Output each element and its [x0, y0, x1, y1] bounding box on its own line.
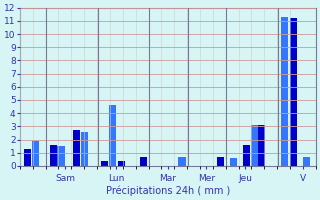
Bar — [118, 161, 125, 166]
Bar — [179, 157, 186, 166]
X-axis label: Précipitations 24h ( mm ): Précipitations 24h ( mm ) — [106, 185, 230, 196]
Bar — [109, 105, 116, 166]
Bar — [291, 18, 298, 166]
Bar — [101, 161, 108, 166]
Bar — [81, 132, 88, 166]
Bar — [24, 149, 31, 166]
Bar — [58, 146, 65, 166]
Bar — [32, 141, 39, 166]
Bar — [251, 125, 258, 166]
Bar — [258, 125, 265, 166]
Bar — [140, 157, 147, 166]
Bar — [243, 145, 250, 166]
Bar — [230, 158, 237, 166]
Bar — [50, 145, 57, 166]
Bar — [281, 17, 289, 166]
Bar — [217, 157, 224, 166]
Bar — [303, 157, 310, 166]
Bar — [73, 130, 80, 166]
